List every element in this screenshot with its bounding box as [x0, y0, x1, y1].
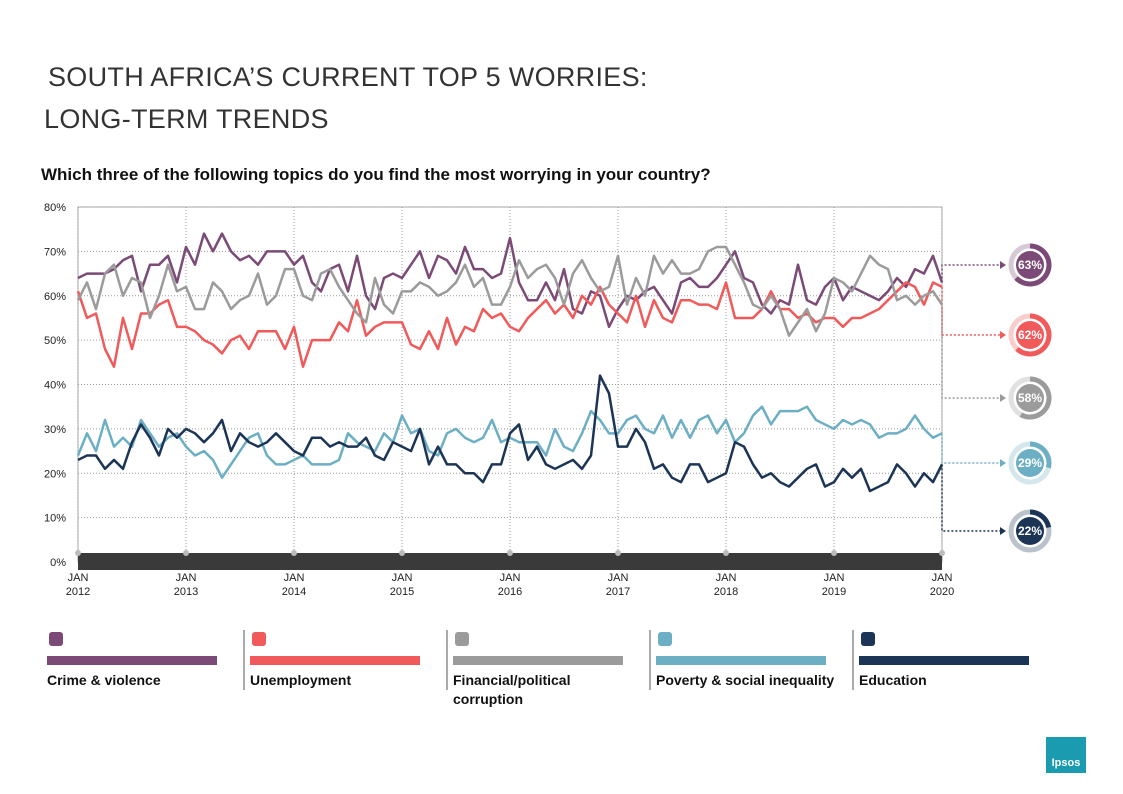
x-tick-label: JAN 2019: [821, 572, 847, 598]
time-dot: [507, 550, 513, 556]
badge: [1016, 251, 1044, 279]
y-tick-label: 60%: [44, 291, 66, 303]
x-tick-label: JAN 2015: [389, 572, 415, 598]
time-dot: [183, 550, 189, 556]
legend-label: Crime & violence: [47, 672, 161, 688]
badge: [1016, 384, 1044, 412]
legend-label: Financial/political corruption: [453, 672, 571, 707]
connector: [941, 433, 1002, 464]
badge-arc: [1015, 313, 1052, 357]
x-tick-label: JAN 2020: [929, 572, 955, 598]
time-dot: [939, 550, 945, 556]
legend-label: Poverty & social inequality: [656, 672, 835, 688]
y-tick-label: 80%: [44, 202, 66, 214]
logo: Ipsos: [1051, 757, 1081, 769]
x-tick-label: JAN 2012: [65, 572, 91, 598]
y-tick-label: 20%: [44, 468, 66, 480]
time-dot: [615, 550, 621, 556]
legend-swatch: [859, 656, 1029, 665]
legend-icon: [455, 632, 469, 646]
badge-arc: [1014, 243, 1052, 287]
connector: [941, 304, 1002, 399]
series-line: [76, 245, 944, 337]
title: SOUTH AFRICA’S CURRENT TOP 5 WORRIES:: [48, 62, 648, 92]
legend-swatch: [656, 656, 826, 665]
badge-arc: [1029, 441, 1052, 469]
legend-icon: [49, 632, 63, 646]
subtitle: LONG-TERM TRENDS: [44, 104, 329, 134]
time-dot: [75, 550, 81, 556]
chart-title: Which three of the following topics do y…: [41, 165, 711, 184]
y-tick-label: 50%: [44, 335, 66, 347]
legend-icon: [861, 632, 875, 646]
series-line: [77, 374, 944, 493]
connector: [941, 264, 1002, 283]
x-tick-label: JAN 2017: [605, 572, 631, 598]
series-line: [77, 232, 944, 329]
y-tick-label: 40%: [44, 380, 66, 392]
connector-arrow: [1000, 261, 1006, 269]
badge: [1016, 321, 1044, 349]
x-tick-label: JAN 2018: [713, 572, 739, 598]
badge-arc: [1019, 376, 1052, 420]
time-dot: [831, 550, 837, 556]
time-bar: [78, 553, 942, 570]
badge-arc: [1029, 509, 1052, 529]
time-dot: [723, 550, 729, 556]
badge-label: 22%: [1018, 524, 1042, 538]
connector-arrow: [1000, 527, 1006, 535]
logo-box: Ipsos: [1046, 737, 1086, 773]
connector-arrow: [1000, 331, 1006, 339]
connector-arrow: [1000, 394, 1006, 402]
time-dot: [399, 550, 405, 556]
badge: [1016, 517, 1044, 545]
x-tick-label: JAN 2013: [173, 572, 199, 598]
y-tick-label: 70%: [44, 246, 66, 258]
connector: [941, 286, 1002, 336]
legend-label: Education: [859, 672, 927, 688]
badge: [1016, 449, 1044, 477]
legend-label: Unemployment: [250, 672, 352, 688]
legend-icon: [252, 632, 266, 646]
x-tick-label: JAN 2014: [281, 572, 307, 598]
legend-swatch: [47, 656, 217, 665]
x-tick-label: JAN 2016: [497, 572, 523, 598]
y-tick-label: 0%: [50, 557, 66, 569]
connector-arrow: [1000, 459, 1006, 467]
y-tick-label: 10%: [44, 513, 66, 525]
badge-label: 62%: [1018, 328, 1042, 342]
series-line: [76, 281, 943, 368]
y-tick-label: 30%: [44, 424, 66, 436]
legend-icon: [658, 632, 672, 646]
badge-label: 29%: [1018, 456, 1042, 470]
legend-swatch: [453, 656, 623, 665]
badge-label: 63%: [1018, 258, 1042, 272]
badge-label: 58%: [1018, 391, 1042, 405]
connector: [941, 464, 1002, 532]
time-dot: [291, 550, 297, 556]
legend-swatch: [250, 656, 420, 665]
